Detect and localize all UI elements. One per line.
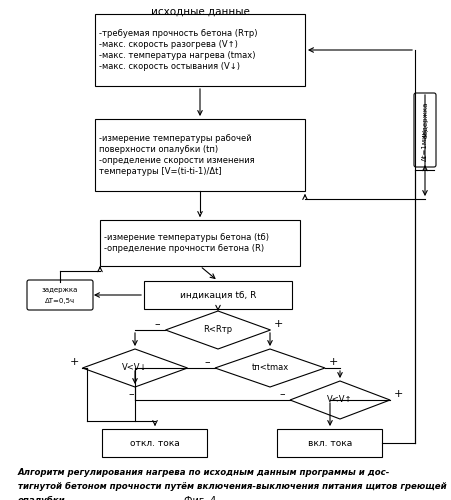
Text: V<V↑: V<V↑ — [327, 396, 352, 404]
Text: –: – — [204, 357, 209, 367]
Text: Алгоритм регулирования нагрева по исходным данным программы и дос-: Алгоритм регулирования нагрева по исходн… — [18, 468, 390, 477]
FancyBboxPatch shape — [27, 280, 93, 310]
Bar — [95, 119, 304, 191]
Text: –: – — [128, 389, 133, 399]
Bar — [100, 220, 299, 266]
Text: –: – — [154, 319, 160, 329]
Text: -требуемая прочность бетона (Rтр)
-макс. скорость разогрева (V↑)
-макс. температ: -требуемая прочность бетона (Rтр) -макс.… — [99, 29, 257, 71]
Text: tп<tmax: tп<tmax — [251, 364, 288, 372]
Bar — [144, 281, 291, 309]
Text: вкл. тока: вкл. тока — [307, 438, 351, 448]
Bar — [95, 14, 304, 86]
Bar — [277, 429, 382, 457]
Text: +: + — [273, 319, 283, 329]
Text: опалубки.: опалубки. — [18, 496, 69, 500]
Text: V<V↓: V<V↓ — [122, 364, 147, 372]
Polygon shape — [83, 349, 187, 387]
Text: Фиг. 4: Фиг. 4 — [184, 496, 216, 500]
Text: откл. тока: откл. тока — [130, 438, 179, 448]
Text: ΔT=0,5ч: ΔT=0,5ч — [45, 298, 75, 304]
Text: тигнутой бетоном прочности путём включения-выключения питания щитов греющей: тигнутой бетоном прочности путём включен… — [18, 482, 446, 491]
Polygon shape — [165, 311, 270, 349]
Text: задержка: задержка — [421, 102, 427, 138]
Text: –: – — [279, 389, 284, 399]
Text: -измерение температуры бетона (tб)
-определение прочности бетона (R): -измерение температуры бетона (tб) -опре… — [104, 233, 268, 253]
Text: Δt=1мин: Δt=1мин — [421, 130, 427, 162]
Text: исходные данные: исходные данные — [150, 7, 249, 17]
Text: +: + — [327, 357, 337, 367]
Text: -измерение температуры рабочей
поверхности опалубки (tп)
-определение скорости и: -измерение температуры рабочей поверхнос… — [99, 134, 254, 176]
Bar — [102, 429, 207, 457]
Text: R<Rтр: R<Rтр — [203, 326, 232, 334]
Text: индикация tб, R: индикация tб, R — [179, 290, 256, 300]
Text: задержка: задержка — [42, 287, 78, 293]
Text: +: + — [392, 389, 402, 399]
Polygon shape — [290, 381, 389, 419]
FancyBboxPatch shape — [413, 93, 435, 167]
Polygon shape — [215, 349, 324, 387]
Text: +: + — [69, 357, 79, 367]
